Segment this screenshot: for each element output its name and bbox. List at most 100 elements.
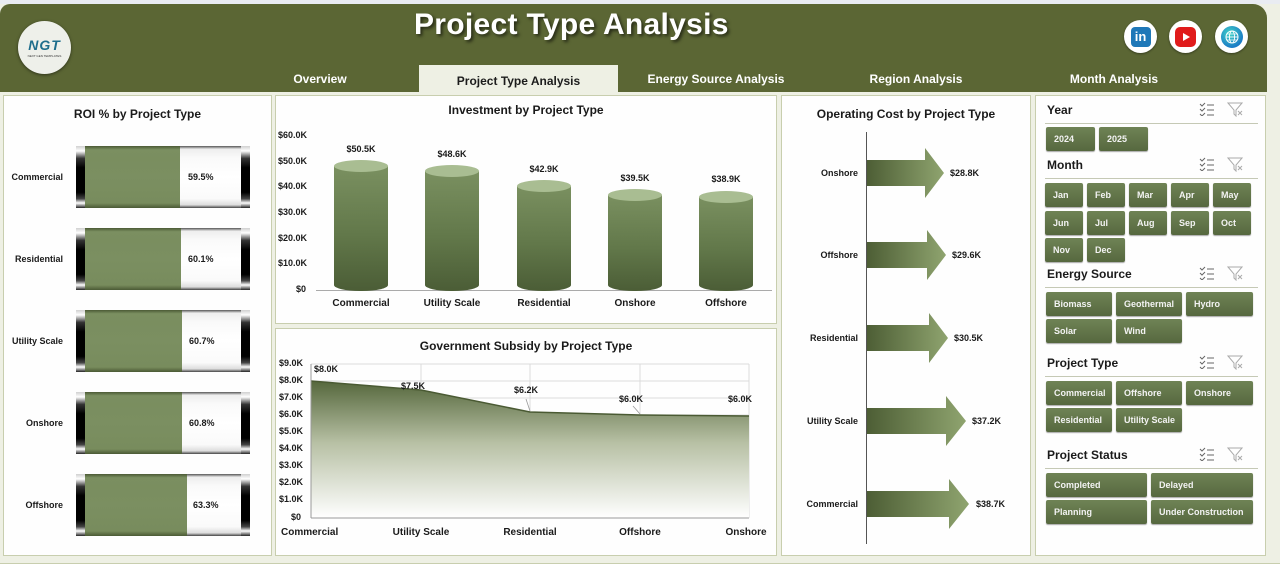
investment-value-label: $48.6K bbox=[437, 149, 467, 159]
slicer-year-2024[interactable]: 2024 bbox=[1046, 127, 1095, 151]
divider bbox=[1045, 178, 1258, 179]
slicer-year-2025[interactable]: 2025 bbox=[1099, 127, 1148, 151]
slicer-month-jan[interactable]: Jan bbox=[1045, 183, 1083, 207]
slicer-month-apr[interactable]: Apr bbox=[1171, 183, 1209, 207]
slicer-energy-wind[interactable]: Wind bbox=[1116, 319, 1182, 343]
roi-category-label: Utility Scale bbox=[11, 336, 63, 346]
slicer-status-planning[interactable]: Planning bbox=[1046, 500, 1147, 524]
slicer-type-utility-scale[interactable]: Utility Scale bbox=[1116, 408, 1182, 432]
investment-bar-commercial bbox=[334, 160, 388, 291]
filter-panel: Year 2024 2025 Month Jan Feb Mar Apr May… bbox=[1035, 95, 1266, 556]
opc-value-label: $29.6K bbox=[952, 250, 982, 260]
linkedin-icon: in bbox=[1130, 26, 1151, 47]
page-title: Project Type Analysis bbox=[414, 8, 729, 41]
slicer-type-commercial[interactable]: Commercial bbox=[1046, 381, 1112, 405]
website-button[interactable] bbox=[1215, 20, 1248, 53]
slicer-status-completed[interactable]: Completed bbox=[1046, 473, 1147, 497]
tab-energy-source-analysis[interactable]: Energy Source Analysis bbox=[647, 71, 785, 86]
slicer-month-nov[interactable]: Nov bbox=[1045, 238, 1083, 262]
y-tick: $20.0K bbox=[278, 233, 308, 243]
window-top-strip bbox=[0, 0, 1280, 4]
roi-category-label: Commercial bbox=[11, 172, 63, 182]
bottom-strip bbox=[0, 563, 1280, 576]
slicer-month-jun[interactable]: Jun bbox=[1045, 211, 1083, 235]
y-tick: $8.0K bbox=[279, 375, 304, 385]
slicer-status-delayed[interactable]: Delayed bbox=[1151, 473, 1253, 497]
slicer-energy-geothermal[interactable]: Geothermal bbox=[1116, 292, 1182, 316]
linkedin-button[interactable]: in bbox=[1124, 20, 1157, 53]
multi-select-icon[interactable] bbox=[1199, 355, 1215, 369]
roi-value-label: 59.5% bbox=[188, 172, 214, 182]
clear-filter-icon[interactable] bbox=[1227, 447, 1243, 462]
y-tick: $1.0K bbox=[279, 494, 304, 504]
clear-filter-icon[interactable] bbox=[1227, 266, 1243, 281]
x-category: Utility Scale bbox=[392, 527, 450, 538]
tab-month-analysis[interactable]: Month Analysis bbox=[1069, 71, 1159, 86]
slicer-energy-solar[interactable]: Solar bbox=[1046, 319, 1112, 343]
slicer-month-oct[interactable]: Oct bbox=[1213, 211, 1251, 235]
multi-select-icon[interactable] bbox=[1199, 157, 1215, 171]
multi-select-icon[interactable] bbox=[1199, 447, 1215, 461]
youtube-icon bbox=[1175, 26, 1196, 47]
roi-value-label: 60.7% bbox=[189, 336, 215, 346]
clear-filter-icon[interactable] bbox=[1227, 102, 1243, 117]
slicer-month-mar[interactable]: Mar bbox=[1129, 183, 1167, 207]
investment-chart-title: Investment by Project Type bbox=[448, 103, 604, 117]
roi-bar-residential: 60.1% bbox=[76, 228, 250, 290]
ngt-logo: NGT NEXT GEN TEMPLATES bbox=[18, 21, 71, 74]
opc-category-label: Offshore bbox=[820, 250, 858, 260]
y-tick: $10.0K bbox=[278, 258, 308, 268]
slicer-month-aug[interactable]: Aug bbox=[1129, 211, 1167, 235]
slicer-status-under-construction[interactable]: Under Construction bbox=[1151, 500, 1253, 524]
header-bar: NGT NEXT GEN TEMPLATES Project Type Anal… bbox=[0, 4, 1267, 96]
x-category: Offshore bbox=[619, 527, 661, 538]
x-category: Offshore bbox=[705, 298, 747, 309]
clear-filter-icon[interactable] bbox=[1227, 157, 1243, 172]
subsidy-value-label: $8.0K bbox=[314, 364, 339, 374]
investment-value-label: $42.9K bbox=[529, 164, 559, 174]
y-tick: $3.0K bbox=[279, 460, 304, 470]
subsidy-value-label: $6.2K bbox=[514, 385, 539, 395]
roi-value-label: 60.1% bbox=[188, 254, 214, 264]
multi-select-icon[interactable] bbox=[1199, 102, 1215, 116]
divider bbox=[1045, 287, 1258, 288]
clear-filter-icon[interactable] bbox=[1227, 355, 1243, 370]
divider bbox=[1045, 376, 1258, 377]
slicer-energy-hydro[interactable]: Hydro bbox=[1186, 292, 1253, 316]
slicer-month-jul[interactable]: Jul bbox=[1087, 211, 1125, 235]
project-status-slicer-title: Project Status bbox=[1047, 448, 1128, 462]
opc-value-label: $30.5K bbox=[954, 333, 984, 343]
opc-value-label: $37.2K bbox=[972, 416, 1002, 426]
slicer-type-residential[interactable]: Residential bbox=[1046, 408, 1112, 432]
subsidy-chart-title: Government Subsidy by Project Type bbox=[419, 339, 633, 353]
opc-value-label: $28.8K bbox=[950, 168, 980, 178]
tab-region-analysis[interactable]: Region Analysis bbox=[869, 71, 963, 86]
slicer-energy-biomass[interactable]: Biomass bbox=[1046, 292, 1112, 316]
opc-category-label: Residential bbox=[809, 333, 858, 343]
opc-category-label: Utility Scale bbox=[806, 416, 858, 426]
youtube-button[interactable] bbox=[1169, 20, 1202, 53]
slicer-type-offshore[interactable]: Offshore bbox=[1116, 381, 1182, 405]
slicer-month-sep[interactable]: Sep bbox=[1171, 211, 1209, 235]
y-tick: $4.0K bbox=[279, 443, 304, 453]
slicer-month-dec[interactable]: Dec bbox=[1087, 238, 1125, 262]
project-type-slicer-title: Project Type bbox=[1047, 356, 1119, 370]
slicer-month-may[interactable]: May bbox=[1213, 183, 1251, 207]
operating-cost-chart-title: Operating Cost by Project Type bbox=[816, 107, 996, 121]
roi-bar-onshore: 60.8% bbox=[76, 392, 250, 454]
slicer-type-onshore[interactable]: Onshore bbox=[1186, 381, 1253, 405]
multi-select-icon[interactable] bbox=[1199, 266, 1215, 280]
tab-project-type-analysis[interactable]: Project Type Analysis bbox=[419, 65, 618, 96]
opc-value-label: $38.7K bbox=[976, 499, 1006, 509]
globe-icon bbox=[1220, 25, 1243, 48]
tab-overview[interactable]: Overview bbox=[293, 71, 347, 86]
subsidy-chart-panel: Government Subsidy by Project Type bbox=[275, 328, 777, 556]
opc-category-label: Onshore bbox=[820, 168, 858, 178]
investment-value-label: $39.5K bbox=[620, 173, 650, 183]
roi-bar-utility-scale: 60.7% bbox=[76, 310, 250, 372]
slicer-month-feb[interactable]: Feb bbox=[1087, 183, 1125, 207]
divider bbox=[1045, 468, 1258, 469]
subsidy-value-label: $7.5K bbox=[401, 381, 426, 391]
nav-tabs: Overview Project Type Analysis Energy So… bbox=[0, 61, 1267, 96]
energy-source-slicer-title: Energy Source bbox=[1047, 267, 1132, 281]
